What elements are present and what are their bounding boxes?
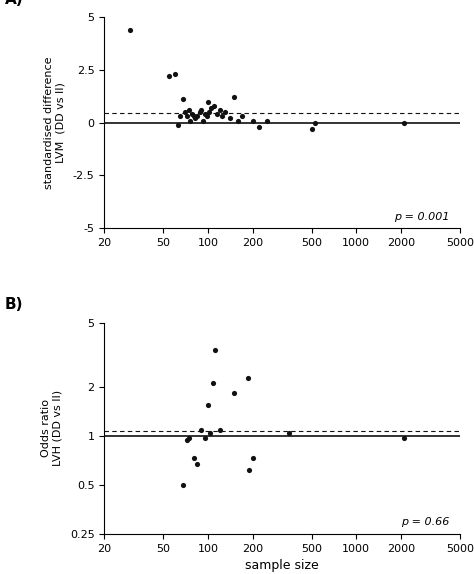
- Point: [203, 112, 210, 121]
- Text: B): B): [5, 297, 23, 312]
- Point: [204, 97, 212, 106]
- Point: [219, 112, 226, 121]
- Point: [190, 454, 197, 463]
- Point: [196, 107, 203, 117]
- Point: [191, 114, 199, 123]
- Point: [176, 112, 184, 121]
- Point: [207, 103, 215, 113]
- Point: [400, 118, 408, 127]
- Point: [230, 389, 238, 398]
- Point: [221, 107, 228, 117]
- Text: p = 0.66: p = 0.66: [401, 518, 449, 528]
- Point: [165, 72, 173, 81]
- Y-axis label: Odds ratio
LVH (DD vs II): Odds ratio LVH (DD vs II): [41, 390, 63, 467]
- Point: [201, 110, 209, 119]
- Point: [238, 112, 246, 121]
- Point: [190, 112, 197, 121]
- Point: [213, 110, 221, 119]
- Point: [183, 435, 191, 444]
- Point: [249, 454, 256, 463]
- Point: [249, 116, 256, 125]
- Point: [197, 425, 205, 434]
- Point: [246, 466, 253, 475]
- Point: [201, 434, 209, 443]
- X-axis label: sample size: sample size: [245, 559, 319, 572]
- Point: [127, 25, 134, 34]
- Text: A): A): [5, 0, 23, 7]
- Point: [216, 425, 223, 434]
- Y-axis label: standardised difference
LVM  (DD vs II): standardised difference LVM (DD vs II): [44, 56, 66, 189]
- Point: [205, 107, 213, 117]
- Point: [183, 112, 191, 121]
- Point: [179, 480, 187, 490]
- Point: [204, 401, 212, 410]
- Point: [244, 373, 251, 382]
- Point: [400, 434, 408, 443]
- Point: [216, 106, 223, 115]
- Point: [188, 110, 196, 119]
- Point: [197, 106, 205, 115]
- Point: [209, 378, 217, 387]
- Point: [181, 107, 189, 117]
- Point: [171, 69, 179, 79]
- Point: [186, 106, 193, 115]
- Point: [226, 114, 233, 123]
- Point: [210, 101, 218, 110]
- Point: [179, 95, 187, 104]
- Point: [186, 433, 193, 442]
- Point: [263, 116, 271, 125]
- Point: [285, 428, 292, 437]
- Point: [255, 122, 263, 131]
- Point: [211, 346, 219, 355]
- Point: [206, 428, 214, 437]
- Point: [234, 116, 242, 125]
- Point: [230, 93, 238, 102]
- Point: [174, 120, 182, 129]
- Point: [194, 460, 201, 469]
- Point: [308, 125, 315, 134]
- Point: [199, 116, 206, 125]
- Point: [311, 118, 319, 127]
- Point: [194, 112, 201, 121]
- Text: p = 0.001: p = 0.001: [393, 212, 449, 222]
- Point: [186, 116, 194, 125]
